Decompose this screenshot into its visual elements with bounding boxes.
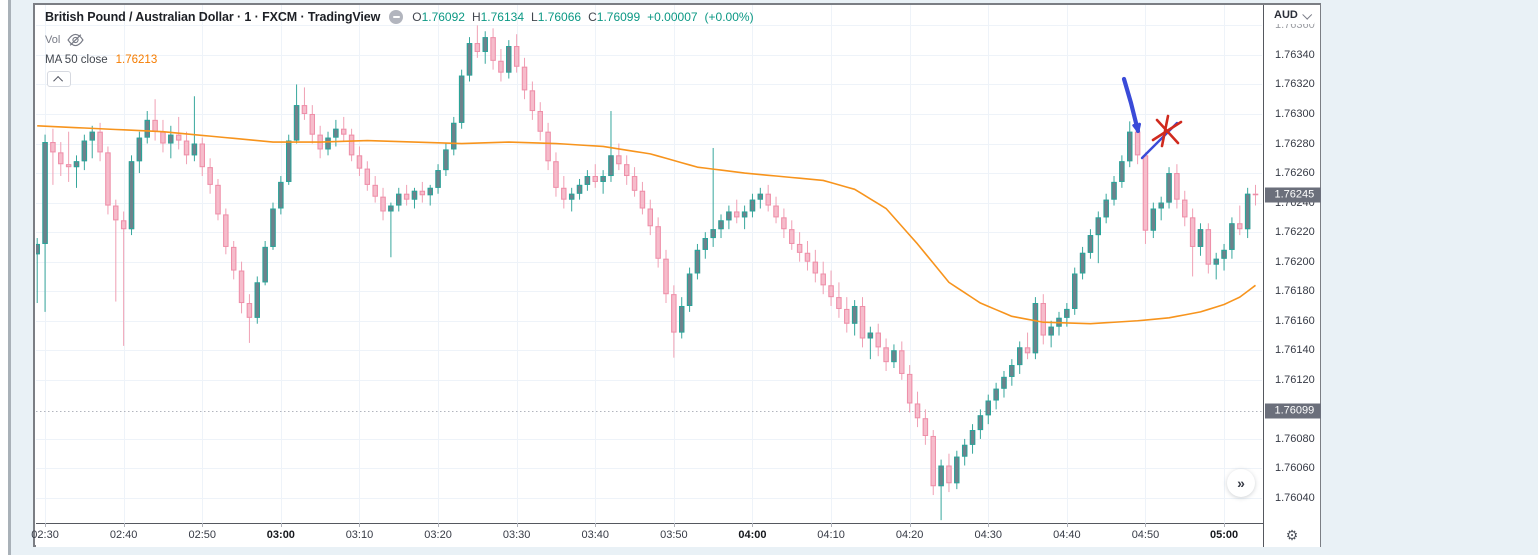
change-value: +0.00007 xyxy=(647,10,698,24)
close-label: C xyxy=(588,10,597,24)
time-axis-label: 04:50 xyxy=(1131,529,1160,541)
time-axis-label: 03:20 xyxy=(424,529,452,541)
time-axis-tick xyxy=(438,523,440,527)
time-axis-tick xyxy=(202,523,204,527)
time-axis-label: 05:00 xyxy=(1209,529,1239,541)
ma-indicator-label: MA 50 close xyxy=(45,53,108,66)
chevron-up-icon xyxy=(52,75,63,86)
time-axis-tick xyxy=(1145,523,1147,527)
time-axis-tick xyxy=(516,523,518,527)
eye-off-icon[interactable] xyxy=(67,33,84,47)
price-axis-label: 1.76280 xyxy=(1275,137,1315,150)
price-axis-label: 1.76180 xyxy=(1275,285,1315,298)
time-axis-tick xyxy=(752,523,754,527)
price-axis-label: 1.76060 xyxy=(1275,462,1315,475)
time-axis-label: 02:50 xyxy=(188,529,217,541)
price-axis-label: 1.76340 xyxy=(1275,48,1315,61)
time-axis-tick xyxy=(1066,523,1068,527)
symbol-title[interactable]: British Pound / Australian Dollar · 1 · … xyxy=(45,10,381,24)
time-axis-tick xyxy=(909,523,911,527)
time-axis-label: 02:40 xyxy=(109,529,138,541)
price-axis-label: 1.76200 xyxy=(1275,255,1315,268)
high-label: H xyxy=(471,10,481,24)
price-axis-label: 1.76040 xyxy=(1275,492,1315,504)
collapse-legend-button[interactable] xyxy=(47,71,71,87)
price-axis-label: 1.76120 xyxy=(1275,373,1315,386)
price-axis-label: 1.76220 xyxy=(1275,226,1315,239)
price-axis-label: 1.76320 xyxy=(1275,78,1315,91)
chevron-down-icon xyxy=(1302,9,1313,20)
time-axis-tick xyxy=(673,523,675,527)
legend-symbol-row[interactable]: British Pound / Australian Dollar · 1 · … xyxy=(45,8,754,26)
scroll-to-recent-button[interactable]: » xyxy=(1227,469,1255,497)
time-axis-tick xyxy=(45,523,47,527)
time-axis-label: 04:40 xyxy=(1053,529,1081,541)
time-axis-tick xyxy=(280,523,282,527)
time-axis-label: 04:10 xyxy=(817,529,845,541)
chart-pane[interactable] xyxy=(36,5,1262,523)
high-value: 1.76134 xyxy=(480,10,525,24)
time-axis-label: 04:30 xyxy=(974,529,1003,541)
time-axis-label: 04:00 xyxy=(738,529,767,541)
window-edge-divider xyxy=(8,0,11,555)
time-axis-label: 02:30 xyxy=(31,529,59,541)
time-axis-tick xyxy=(831,523,833,527)
price-chart-canvas[interactable] xyxy=(36,5,1262,523)
ma-indicator-value: 1.76213 xyxy=(115,53,158,66)
time-axis-label: 03:50 xyxy=(660,529,688,541)
time-axis-label: 03:00 xyxy=(266,529,295,541)
axis-settings-cell[interactable]: ⚙ xyxy=(1263,523,1320,547)
time-axis-label: 03:10 xyxy=(345,529,374,541)
ma-indicator-row[interactable]: MA 50 close 1.76213 xyxy=(45,52,754,67)
price-axis-label: 1.76080 xyxy=(1275,432,1315,445)
time-axis-tick xyxy=(1224,523,1226,527)
price-axis-label: 1.76300 xyxy=(1275,107,1315,120)
window-edge-strip xyxy=(0,0,8,555)
price-badge: 1.76099 xyxy=(1264,403,1321,419)
volume-indicator-row[interactable]: Vol xyxy=(45,32,754,47)
time-axis-tick xyxy=(988,523,990,527)
time-axis-tick xyxy=(123,523,125,527)
market-status-icon[interactable] xyxy=(389,10,404,24)
gear-icon[interactable]: ⚙ xyxy=(1285,526,1299,543)
price-axis[interactable] xyxy=(1263,5,1320,523)
time-axis-label: 04:20 xyxy=(895,529,924,541)
time-axis-tick xyxy=(595,523,597,527)
price-axis-label: 1.76140 xyxy=(1275,344,1315,357)
time-axis[interactable] xyxy=(36,523,1320,547)
price-axis-label: 1.76160 xyxy=(1275,314,1315,327)
price-axis-label: 1.76260 xyxy=(1275,167,1315,180)
time-axis-label: 03:40 xyxy=(581,529,610,541)
chart-legend: British Pound / Australian Dollar · 1 · … xyxy=(45,8,754,67)
ohlc-values: O1.76092 H1.76134 L1.76066 C1.76099 +0.0… xyxy=(412,10,753,24)
time-axis-tick xyxy=(359,523,361,527)
double-chevron-right-icon: » xyxy=(1237,475,1245,491)
time-axis-label: 03:30 xyxy=(502,529,531,541)
currency-label: AUD xyxy=(1274,9,1298,21)
open-label: O xyxy=(412,10,422,24)
price-badge: 1.76245 xyxy=(1264,187,1321,203)
change-percent: (+0.00%) xyxy=(704,10,754,24)
open-value: 1.76092 xyxy=(421,10,465,24)
low-value: 1.76066 xyxy=(537,10,582,24)
volume-label: Vol xyxy=(45,33,61,46)
low-label: L xyxy=(531,10,538,24)
currency-selector[interactable]: AUD xyxy=(1274,6,1314,24)
close-value: 1.76099 xyxy=(596,10,641,24)
